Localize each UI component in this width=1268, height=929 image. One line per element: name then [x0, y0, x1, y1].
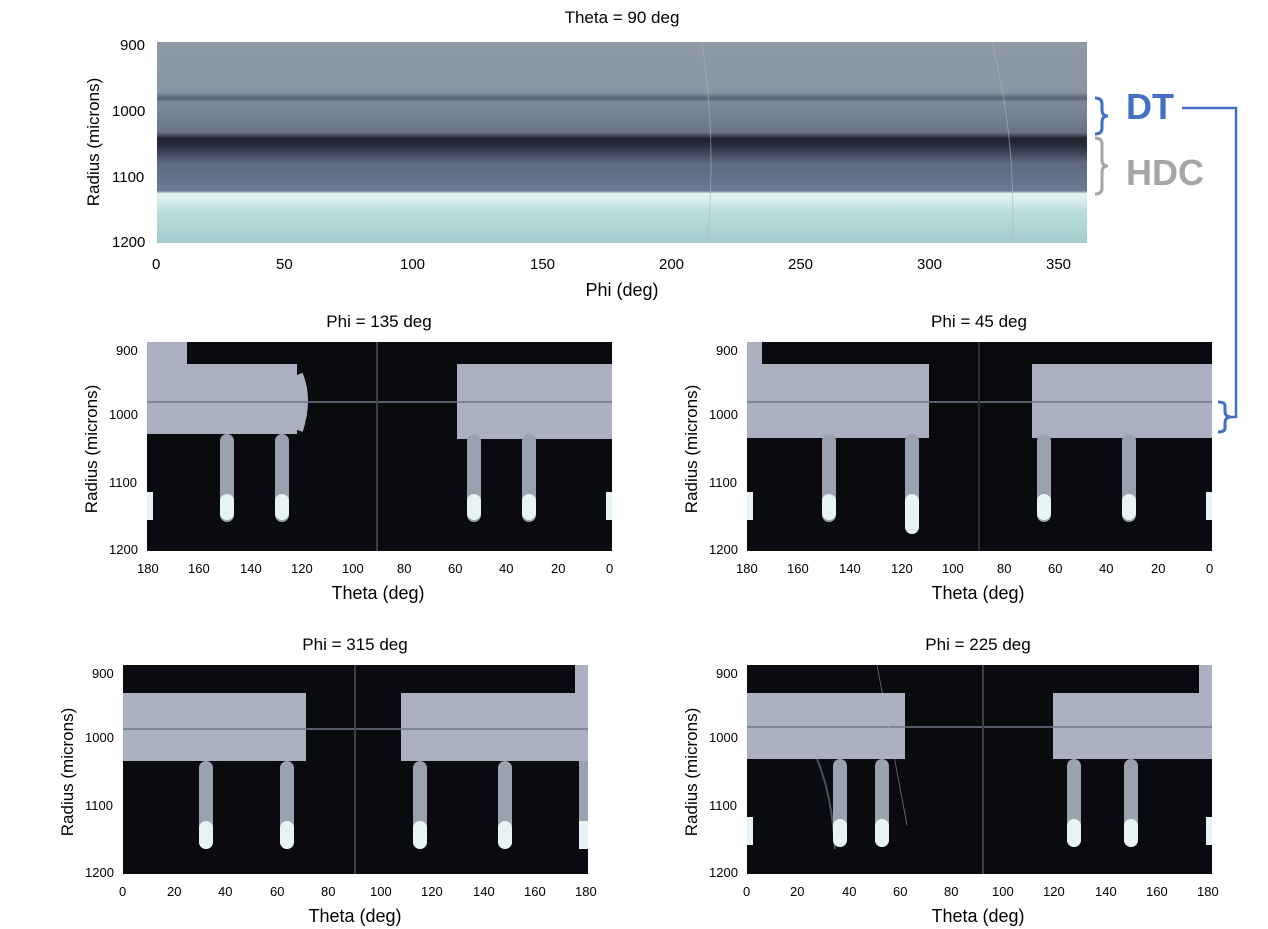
x-tick: 160: [188, 561, 210, 576]
y-tick: 1200: [109, 542, 138, 557]
x-axis-label: Theta (deg): [931, 583, 1025, 603]
y-tick: 1000: [709, 730, 738, 745]
x-tick: 120: [421, 884, 443, 899]
x-tick: 120: [1043, 884, 1065, 899]
y-axis-label: Radius (microns): [682, 384, 701, 514]
x-tick: 200: [659, 256, 685, 273]
x-tick: 160: [1146, 884, 1168, 899]
x-tick: 100: [400, 256, 426, 273]
x-tick: 60: [448, 561, 463, 576]
x-tick: 140: [473, 884, 495, 899]
x-tick: 120: [291, 561, 313, 576]
plot-title: Phi = 225 deg: [925, 635, 1031, 654]
y-tick: 1100: [109, 475, 137, 490]
x-axis-label: Phi (deg): [585, 280, 659, 300]
radiograph-image: [123, 665, 588, 874]
x-tick: 0: [119, 884, 127, 899]
x-tick: 140: [1095, 884, 1117, 899]
x-tick: 60: [270, 884, 285, 899]
x-tick: 0: [1206, 561, 1214, 576]
x-tick: 100: [992, 884, 1014, 899]
y-axis-label: Radius (microns): [682, 707, 701, 837]
x-tick: 40: [1099, 561, 1114, 576]
plot-title: Phi = 315 deg: [302, 635, 408, 654]
x-tick: 0: [743, 884, 751, 899]
x-tick: 0: [152, 256, 161, 273]
hdc-label: HDC: [1126, 152, 1204, 193]
x-tick: 350: [1046, 256, 1072, 273]
y-tick: 1100: [709, 475, 737, 490]
x-tick: 140: [240, 561, 262, 576]
dt-label: DT: [1126, 86, 1174, 127]
x-tick: 180: [137, 561, 159, 576]
x-axis-label: Theta (deg): [331, 583, 425, 603]
x-tick: 20: [1151, 561, 1166, 576]
x-tick: 250: [788, 256, 814, 273]
y-tick: 900: [92, 666, 114, 681]
y-tick: 1100: [85, 798, 113, 813]
radiograph-image: [747, 665, 1212, 874]
x-tick: 120: [891, 561, 913, 576]
x-tick: 80: [321, 884, 336, 899]
radiograph-image: [147, 342, 612, 551]
annotation-brackets: [1094, 96, 1238, 434]
y-tick: 1200: [112, 234, 146, 251]
x-tick: 160: [787, 561, 809, 576]
y-tick: 1200: [709, 542, 738, 557]
plot-title: Phi = 45 deg: [931, 312, 1027, 331]
x-tick: 180: [1197, 884, 1219, 899]
y-tick: 1000: [109, 407, 138, 422]
x-tick: 160: [524, 884, 546, 899]
x-tick: 300: [917, 256, 943, 273]
plot-title: Phi = 135 deg: [326, 312, 432, 331]
y-tick: 1200: [85, 865, 114, 880]
y-tick: 900: [120, 37, 146, 54]
y-tick: 1000: [112, 103, 146, 120]
radiograph-image: [157, 42, 1087, 243]
y-axis-label: Radius (microns): [82, 384, 101, 514]
y-tick: 900: [116, 343, 138, 358]
y-tick: 1100: [709, 798, 737, 813]
radiograph-image: [747, 342, 1212, 551]
x-tick: 80: [997, 561, 1012, 576]
x-tick: 20: [551, 561, 566, 576]
x-axis-label: Theta (deg): [931, 906, 1025, 926]
x-tick: 20: [790, 884, 805, 899]
y-tick: 900: [716, 343, 738, 358]
x-tick: 100: [342, 561, 364, 576]
x-tick: 60: [1048, 561, 1063, 576]
x-tick: 0: [606, 561, 614, 576]
y-tick: 900: [716, 666, 738, 681]
y-tick: 1200: [709, 865, 738, 880]
x-tick: 180: [736, 561, 758, 576]
x-axis-label: Theta (deg): [308, 906, 402, 926]
y-axis-label: Radius (microns): [58, 707, 77, 837]
y-axis-label: Radius (microns): [84, 77, 103, 207]
x-tick: 80: [397, 561, 412, 576]
x-tick: 50: [276, 256, 293, 273]
x-tick: 20: [167, 884, 182, 899]
x-tick: 100: [942, 561, 964, 576]
x-tick: 60: [893, 884, 908, 899]
x-tick: 40: [218, 884, 233, 899]
y-tick: 1000: [85, 730, 114, 745]
x-tick: 40: [499, 561, 514, 576]
y-tick: 1000: [709, 407, 738, 422]
x-tick: 80: [944, 884, 959, 899]
y-tick: 1100: [112, 169, 145, 186]
x-tick: 100: [370, 884, 392, 899]
plot-title: Theta = 90 deg: [564, 8, 680, 27]
x-tick: 40: [842, 884, 857, 899]
x-tick: 140: [839, 561, 861, 576]
x-tick: 150: [530, 256, 556, 273]
x-tick: 180: [575, 884, 597, 899]
